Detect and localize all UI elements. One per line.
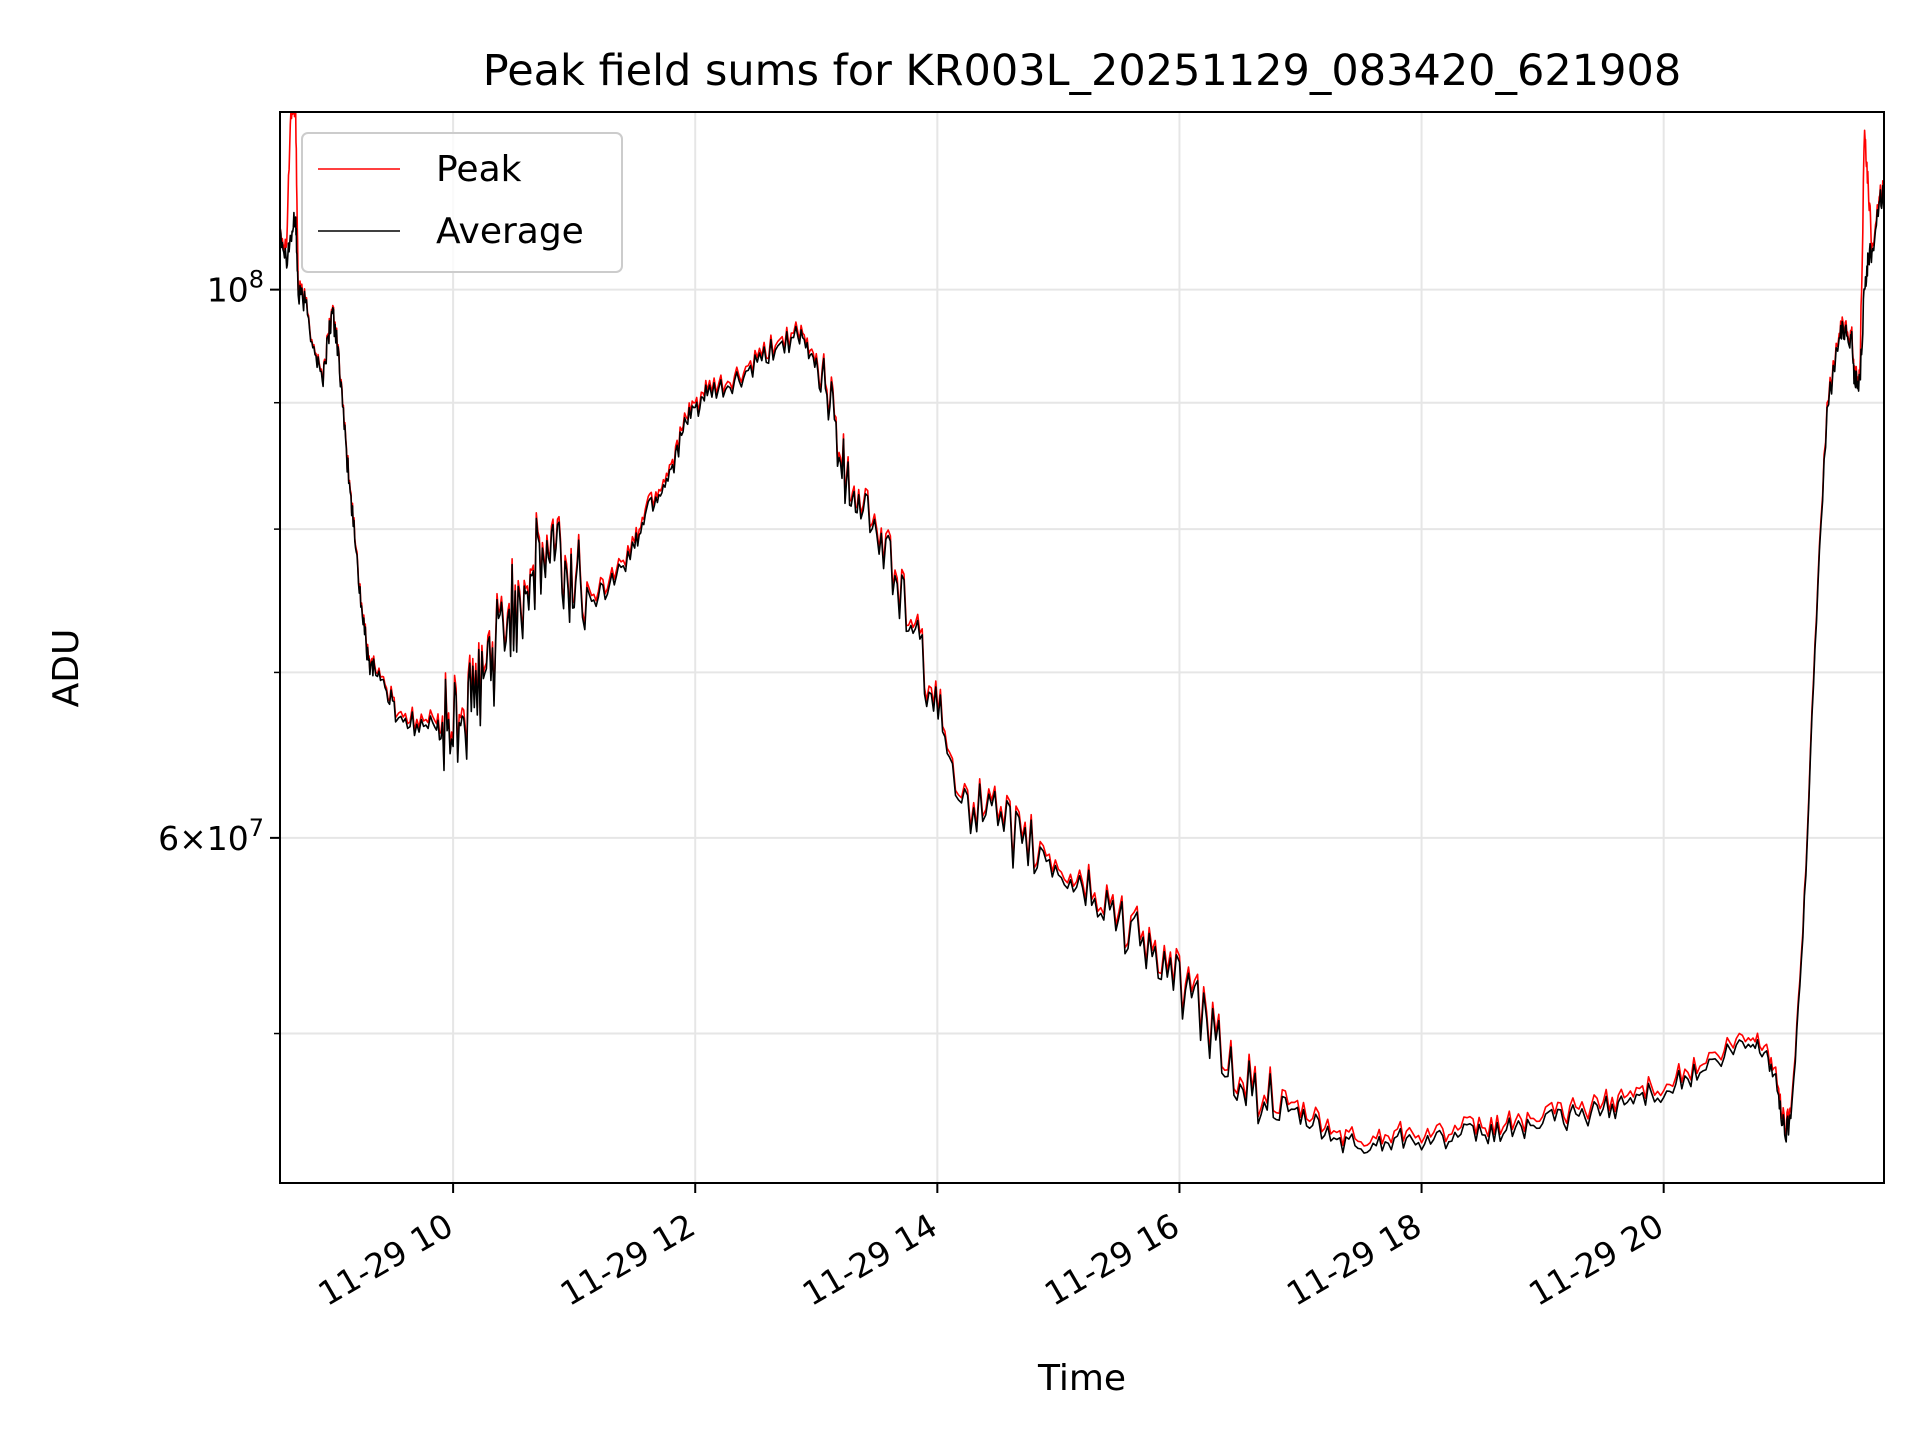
series-layer	[280, 112, 1884, 1154]
plot-frame	[279, 111, 1885, 1184]
legend-box	[301, 132, 623, 273]
x-axis-title: Time	[1037, 1358, 1126, 1399]
y-tick-label: 6×107	[158, 814, 264, 858]
y-axis-title: ADU	[46, 629, 87, 708]
y-tick-label: 108	[207, 266, 264, 310]
legend-label-peak: Peak	[436, 149, 522, 190]
legend: Peak Average	[301, 132, 623, 273]
grid-layer	[280, 112, 1884, 1183]
series-line-average	[280, 184, 1884, 1154]
chart-title: Peak field sums for KR003L_20251129_0834…	[483, 46, 1681, 96]
legend-label-average: Average	[436, 211, 584, 252]
